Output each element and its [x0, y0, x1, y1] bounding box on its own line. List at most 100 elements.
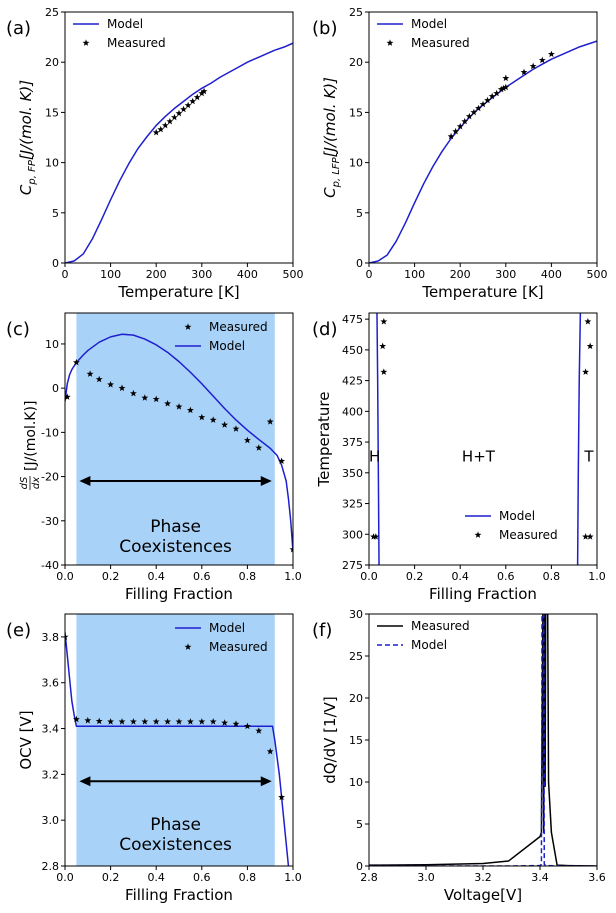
data-point-star: [538, 56, 546, 64]
data-point-star: [582, 368, 590, 375]
data-point-star: [547, 50, 555, 58]
legend-entry-label: Model: [209, 621, 245, 635]
data-point-star: [198, 413, 206, 421]
legend: Measured Model: [175, 320, 268, 353]
series-line-measured: [369, 614, 597, 866]
data-point-star: [500, 84, 507, 92]
x-tick-label: 1.0: [284, 871, 302, 884]
x-tick-label: 400: [541, 268, 562, 281]
data-point-star: [164, 400, 172, 407]
data-point-star: [175, 403, 183, 410]
legend-star-swatch: [82, 39, 90, 46]
x-axis-label: Filling Fraction: [125, 886, 233, 904]
data-point-star: [200, 87, 208, 95]
data-point-star: [161, 121, 169, 129]
x-tick-label: 3.4: [531, 871, 549, 884]
region-label-coexistences: Coexistences: [119, 835, 232, 855]
data-point-star: [141, 718, 149, 725]
data-point-star: [255, 444, 263, 451]
data-point-star: [65, 633, 69, 640]
data-point-star: [221, 719, 229, 726]
series-line-model: [376, 313, 380, 565]
y-label-units: [J/(mol. K)]: [17, 80, 35, 160]
legend-entry-label: Measured: [209, 640, 268, 654]
data-point-star: [232, 425, 240, 432]
legend: Model Measured: [73, 17, 166, 50]
data-point-star: [164, 718, 172, 725]
data-point-star: [266, 418, 274, 425]
x-axis-label: Temperature [K]: [117, 283, 239, 301]
data-point-star: [529, 62, 537, 70]
x-tick-label: 1.0: [284, 570, 302, 583]
axes-frame: [64, 312, 294, 566]
legend-entry-label: Measured: [499, 528, 558, 542]
data-point-star: [184, 101, 192, 109]
y-tick-label: 10: [45, 338, 59, 351]
y-tick-label: 0: [52, 257, 59, 270]
x-axis-label: Voltage[V]: [444, 886, 522, 904]
panel-label: (d): [312, 319, 337, 340]
x-tick-label: 0: [366, 268, 373, 281]
data-point-star: [470, 108, 478, 116]
data-point-star: [65, 393, 71, 400]
data-point-star: [209, 718, 217, 725]
legend-entry-label: Model: [499, 509, 535, 523]
y-tick-label: 5: [356, 818, 363, 831]
legend-entry-label: Measured: [411, 36, 470, 50]
y-tick-label: 10: [349, 776, 363, 789]
legend: Measured Model: [377, 619, 470, 652]
x-tick-label: 500: [587, 268, 608, 281]
data-point-star: [493, 89, 501, 97]
panel-label: (c): [6, 319, 30, 340]
x-tick-label: 1.0: [588, 570, 606, 583]
data-point-star: [129, 389, 137, 397]
region-label-coexistences: Coexistences: [119, 537, 232, 557]
data-point-star: [84, 716, 92, 724]
y-label-fraction-denominator: dx: [31, 477, 42, 489]
y-tick-label: 20: [45, 56, 59, 69]
data-point-star: [452, 127, 460, 135]
data-point-star: [186, 718, 194, 725]
legend-entry-label: Measured: [107, 36, 166, 50]
data-point-star: [175, 718, 183, 725]
x-tick-label: 0.0: [56, 570, 74, 583]
data-point-star: [129, 718, 137, 725]
y-label-subscript: p, LFP: [331, 156, 342, 188]
x-tick-label: 0.8: [239, 871, 257, 884]
data-point-star: [380, 318, 388, 325]
x-tick-label: 100: [404, 268, 425, 281]
data-point-star: [278, 793, 286, 801]
y-tick-label: 2.8: [42, 860, 60, 873]
x-tick-label: 0.0: [360, 570, 378, 583]
x-tick-label: 0: [62, 268, 69, 281]
y-tick-label: 0: [356, 860, 363, 873]
x-tick-label: 200: [450, 268, 471, 281]
y-tick-label: -10: [41, 426, 59, 439]
data-point-star: [152, 395, 160, 403]
legend-star-swatch: [474, 531, 482, 538]
data-point-star: [497, 85, 505, 93]
y-tick-label: 3.8: [42, 631, 60, 644]
legend: Model Measured: [465, 509, 558, 542]
data-point-star: [221, 421, 229, 428]
chart-panel-a: 0 100 200 300 400 500 0 5 10 15 20 25 Temperature [K…: [6, 6, 304, 301]
x-tick-label: 200: [146, 268, 167, 281]
y-tick-label: 0: [356, 257, 363, 270]
data-point-star: [243, 436, 251, 444]
y-tick-label: 15: [45, 106, 59, 119]
x-tick-label: 0.4: [451, 570, 469, 583]
data-point-star: [152, 718, 160, 725]
y-tick-label: 300: [342, 528, 363, 541]
data-point-star: [520, 68, 528, 76]
chart-panel-b: 0 100 200 300 400 500 0 5 10 15 20 25 Temperature [K…: [312, 6, 608, 301]
data-point-star: [289, 545, 293, 553]
data-point-star: [502, 83, 510, 91]
y-tick-label: 20: [349, 692, 363, 705]
data-point-star: [232, 720, 240, 727]
phase-region-label: H+T: [462, 448, 496, 466]
data-point-star: [584, 318, 592, 325]
y-tick-label: -20: [41, 471, 59, 484]
x-tick-label: 0.6: [193, 871, 211, 884]
legend-entry-label: Measured: [411, 619, 470, 633]
